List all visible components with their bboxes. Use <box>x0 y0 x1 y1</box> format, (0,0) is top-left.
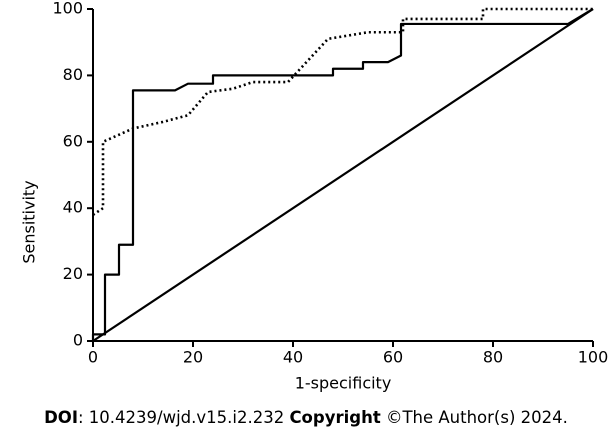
roc-line <box>92 7 593 216</box>
footer: DOI: 10.4239/wjd.v15.i2.232 Copyright ©T… <box>44 408 568 427</box>
roc-line <box>91 8 594 341</box>
x-tick-label: 0 <box>88 348 98 367</box>
footer-copyright: Copyright <box>289 408 380 427</box>
x-tick-label: 100 <box>578 348 609 367</box>
x-tick-label: 40 <box>283 348 303 367</box>
y-tick-label: 80 <box>63 65 83 84</box>
footer-text: : 10.4239/wjd.v15.i2.232 <box>78 408 289 427</box>
roc-line <box>92 8 594 342</box>
y-tick-label: 40 <box>63 198 83 217</box>
footer-doi: DOI <box>44 408 78 427</box>
x-tick-label: 60 <box>383 348 403 367</box>
x-tick-label: 20 <box>183 348 203 367</box>
footer-text: ©The Author(s) 2024. <box>381 408 568 427</box>
x-axis-label: 1-specificity <box>295 374 392 393</box>
y-tick-label: 100 <box>52 0 83 18</box>
x-tick-label: 80 <box>483 348 503 367</box>
y-tick-label: 0 <box>73 331 83 350</box>
y-axis-label: Sensitivity <box>20 180 39 263</box>
y-tick-label: 20 <box>63 264 83 283</box>
y-tick-label: 60 <box>63 131 83 150</box>
